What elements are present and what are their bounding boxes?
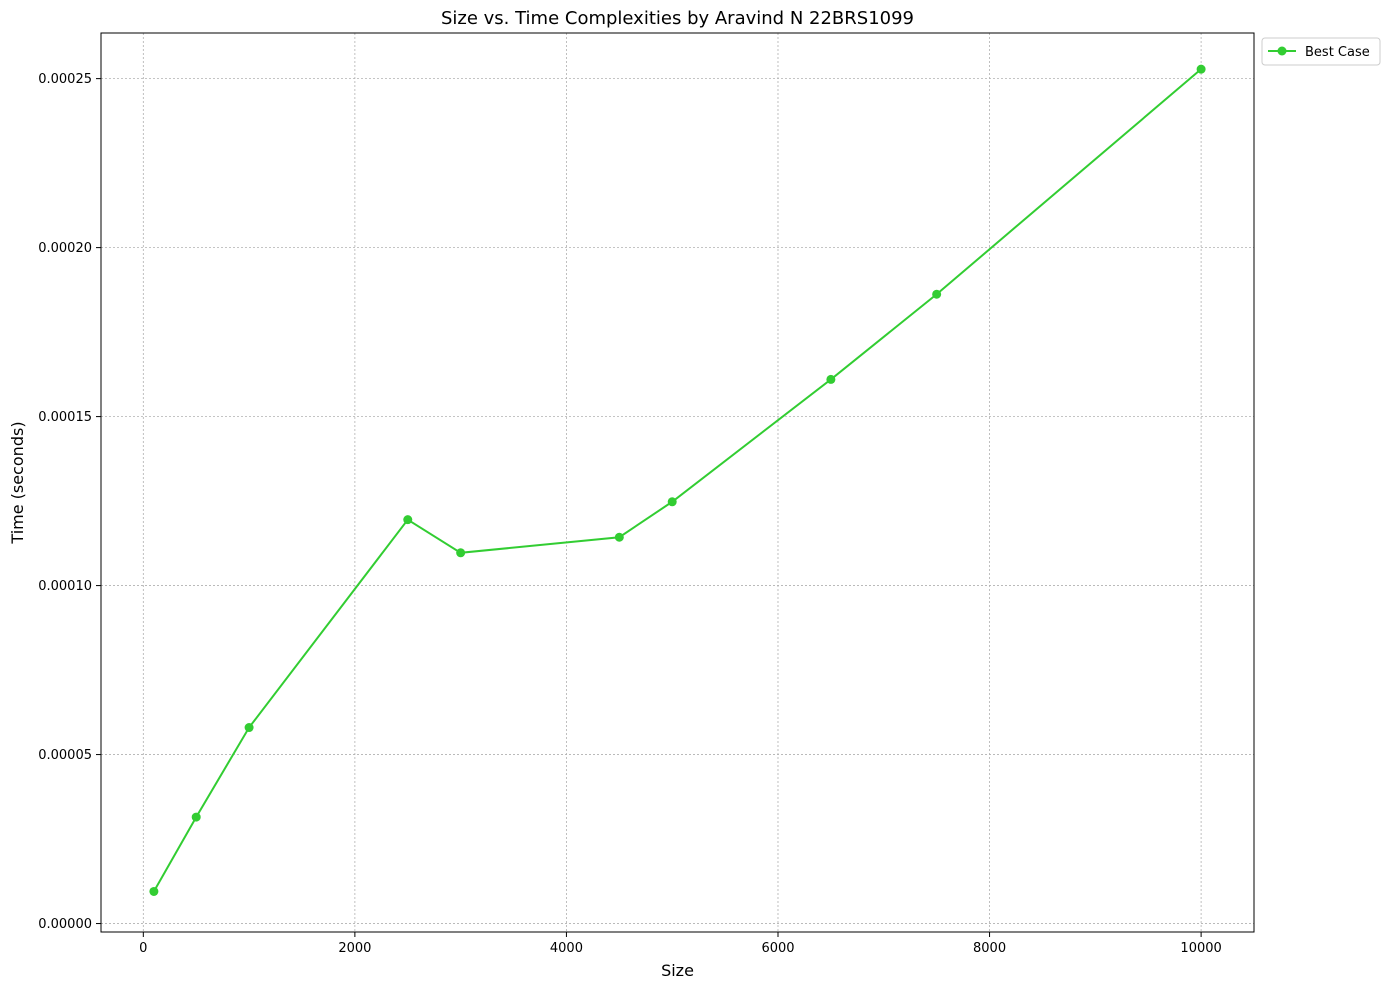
x-tick-label: 2000 bbox=[338, 941, 371, 956]
data-point bbox=[403, 515, 413, 525]
data-point bbox=[667, 497, 677, 507]
y-tick-label: 0.00025 bbox=[38, 72, 92, 87]
data-point bbox=[826, 374, 836, 384]
data-point bbox=[932, 289, 942, 299]
legend-label-best-case: Best Case bbox=[1305, 45, 1370, 60]
legend-marker-best-case bbox=[1277, 46, 1287, 56]
series-line bbox=[153, 68, 1202, 892]
y-tick-label: 0.00005 bbox=[38, 748, 92, 763]
x-axis-ticks: 0 2000 4000 6000 8000 10000 bbox=[139, 932, 1222, 956]
y-tick-label: 0.00015 bbox=[38, 410, 92, 425]
legend-box bbox=[1261, 37, 1381, 66]
x-axis-label: Size bbox=[661, 961, 694, 980]
legend: Best Case bbox=[1261, 37, 1381, 66]
data-point bbox=[244, 723, 254, 733]
y-tick-label: 0.00020 bbox=[38, 241, 92, 256]
x-tick-label: 4000 bbox=[550, 941, 583, 956]
data-point bbox=[1196, 64, 1206, 74]
data-point bbox=[149, 886, 159, 896]
x-tick-label: 6000 bbox=[761, 941, 794, 956]
series-layer bbox=[149, 64, 1206, 896]
grid bbox=[101, 33, 1254, 932]
y-tick-label: 0.00010 bbox=[38, 579, 92, 594]
plot-area bbox=[100, 32, 1255, 933]
y-tick-label: 0.00000 bbox=[38, 917, 92, 932]
x-tick-label: 10000 bbox=[1180, 941, 1221, 956]
y-axis-label: Time (seconds) bbox=[8, 421, 27, 544]
chart-title: Size vs. Time Complexities by Aravind N … bbox=[441, 8, 914, 29]
data-point bbox=[191, 812, 201, 822]
data-point bbox=[614, 532, 624, 542]
x-tick-label: 0 bbox=[139, 941, 147, 956]
x-tick-label: 8000 bbox=[973, 941, 1006, 956]
data-point bbox=[456, 548, 466, 558]
y-axis-ticks: 0.00000 0.00005 0.00010 0.00015 0.00020 0.000… bbox=[38, 72, 101, 932]
